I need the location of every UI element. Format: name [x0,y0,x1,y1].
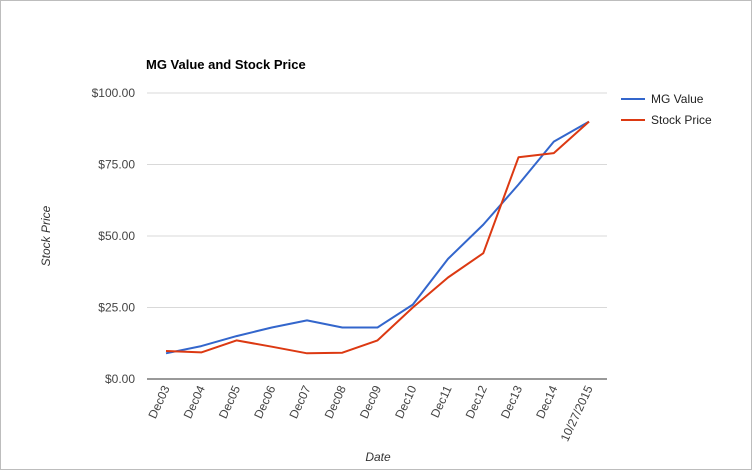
y-tick-label: $25.00 [98,301,135,315]
series-line-mg-value[interactable] [165,120,590,355]
y-tick-label: $0.00 [105,372,135,386]
x-tick-label: Dec03 [145,383,172,421]
legend[interactable]: MG Value Stock Price [621,92,712,127]
chart-title: MG Value and Stock Price [146,57,306,72]
legend-item-stock-price[interactable]: Stock Price [621,113,712,127]
x-tick-label: Dec14 [533,383,560,421]
x-tick-label: Dec04 [181,383,208,421]
y-axis-label: Stock Price [39,205,53,266]
x-axis-ticks: Dec03 Dec04 Dec05 Dec06 Dec07 Dec08 Dec09 Dec10… [145,383,595,444]
grid-layer [147,92,607,380]
y-tick-label: $50.00 [98,229,135,243]
series-layer [165,120,590,355]
series-line-stock-price[interactable] [165,120,590,355]
x-tick-label: Dec13 [498,383,525,421]
x-tick-label: Dec07 [286,383,313,421]
x-tick-label: 10/27/2015 [558,383,596,444]
x-axis-label: Date [365,450,391,464]
x-tick-label: Dec10 [392,383,419,421]
x-tick-label: Dec05 [216,383,243,421]
x-tick-label: Dec08 [322,383,349,421]
x-tick-label: Dec12 [463,383,490,421]
y-axis-ticks: $0.00 $25.00 $50.00 $75.00 $100.00 [92,86,136,386]
legend-item-mg-value[interactable]: MG Value [621,92,704,106]
legend-label: MG Value [651,92,704,106]
y-tick-label: $75.00 [98,158,135,172]
x-tick-label: Dec11 [428,383,455,420]
x-tick-label: Dec09 [357,383,384,421]
y-tick-label: $100.00 [92,86,136,100]
x-tick-label: Dec06 [251,383,278,421]
legend-label: Stock Price [651,113,712,127]
